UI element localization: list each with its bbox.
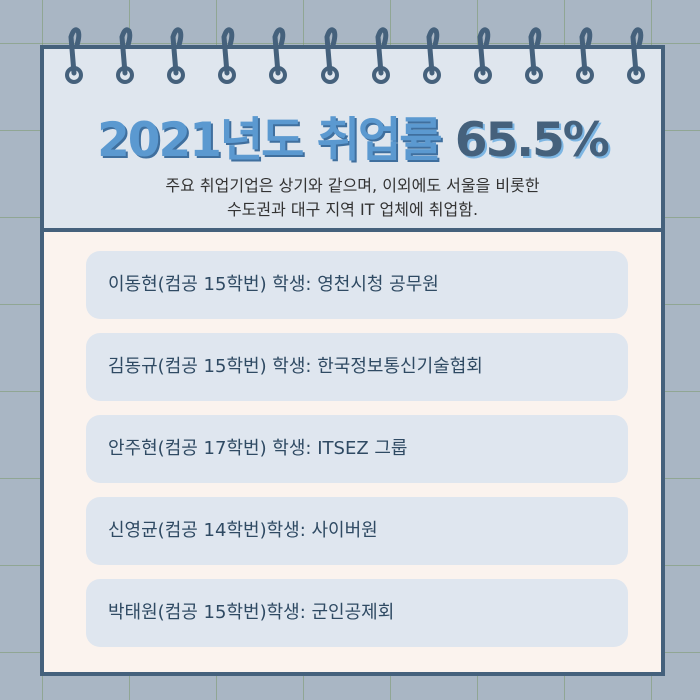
ring-icon <box>576 27 594 84</box>
ring-icon <box>422 27 441 84</box>
title-rate: 65.5% <box>454 113 610 168</box>
ring-icon <box>320 27 339 84</box>
list-item: 안주현(컴공 17학번) 학생: ITSEZ 그룹 <box>86 415 628 483</box>
ring-icon <box>116 27 135 84</box>
subtitle-line: 수도권과 대구 지역 IT 업체에 취업함. <box>226 200 479 219</box>
title-text: 2021년도 취업률 <box>97 113 442 168</box>
ring-icon <box>167 27 186 84</box>
list-item: 김동규(컴공 15학번) 학생: 한국정보통신기술협회 <box>86 333 628 401</box>
subtitle-line: 주요 취업기업은 상기와 같으며, 이외에도 서울을 비롯한 <box>165 176 540 195</box>
page-title: 2021년도 취업률 65.5% <box>44 101 661 170</box>
ring-icon <box>524 27 543 84</box>
notepad-header: 2021년도 취업률 65.5% 주요 취업기업은 상기와 같으며, 이외에도 … <box>44 27 661 232</box>
ring-icon <box>473 27 492 84</box>
subtitle: 주요 취업기업은 상기와 같으며, 이외에도 서울을 비롯한 수도권과 대구 지… <box>44 174 661 222</box>
ring-icon <box>218 27 237 84</box>
ring-icon <box>65 27 83 84</box>
notepad-card: 2021년도 취업률 65.5% 주요 취업기업은 상기와 같으며, 이외에도 … <box>40 27 665 676</box>
list-item: 박태원(컴공 15학번)학생: 군인공제회 <box>86 579 628 647</box>
list-item: 이동현(컴공 15학번) 학생: 영천시청 공무원 <box>86 251 628 319</box>
ring-icon <box>371 27 390 84</box>
ring-icon <box>269 27 288 84</box>
list-item: 신영균(컴공 14학번)학생: 사이버원 <box>86 497 628 565</box>
ring-icon <box>627 27 646 84</box>
